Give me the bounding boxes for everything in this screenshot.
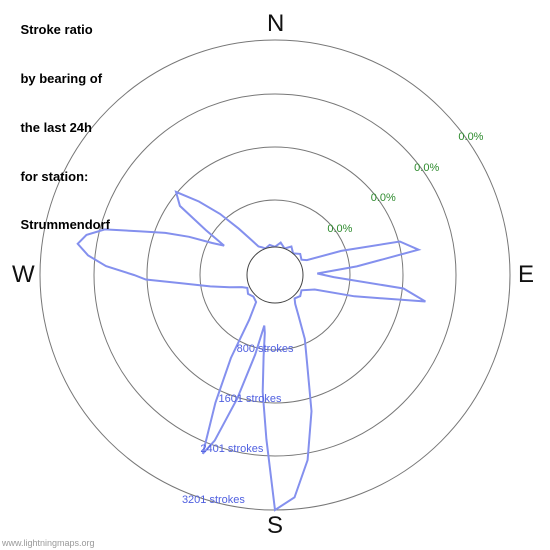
ring-label: 0.0% xyxy=(371,192,396,204)
cardinal-n-label: N xyxy=(267,10,284,38)
cardinal-w-label: W xyxy=(12,261,35,289)
title-line: Strummendorf xyxy=(20,217,110,232)
stroke-label: 800 strokes xyxy=(237,343,294,355)
credit-text: www.lightningmaps.org xyxy=(2,538,95,548)
ring-label: 0.0% xyxy=(327,223,352,235)
cardinal-s-label: S xyxy=(267,512,283,540)
title-line: by bearing of xyxy=(20,71,102,86)
stroke-label: 1601 strokes xyxy=(219,393,282,405)
ring-label: 0.0% xyxy=(414,162,439,174)
title-line: Stroke ratio xyxy=(20,22,92,37)
stroke-label: 2401 strokes xyxy=(200,443,263,455)
title-line: the last 24h xyxy=(20,120,92,135)
ring-label: 0.0% xyxy=(458,131,483,143)
cardinal-e-label: E xyxy=(518,261,534,289)
inner-hole xyxy=(247,247,303,303)
page-title: Stroke ratio by bearing of the last 24h … xyxy=(6,6,110,250)
stroke-label: 3201 strokes xyxy=(182,494,245,506)
title-line: for station: xyxy=(20,169,88,184)
